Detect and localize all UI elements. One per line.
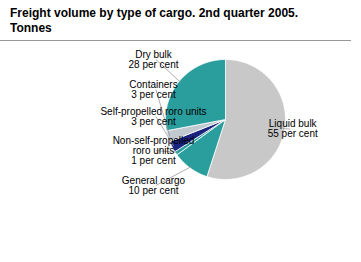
svg-text:Non-self-propelledroro units1: Non-self-propelledroro units1 per cent: [113, 135, 195, 166]
html-text:Freight volume by type of carg: Freight volume by type of cargo. 2nd qua…: [10, 6, 299, 20]
svg-text:General cargo10 per cent: General cargo10 per cent: [122, 175, 186, 196]
svg-text:Liquid bulk55 per cent: Liquid bulk55 per cent: [268, 118, 318, 139]
svg-text:Self-propelled roro units3 per: Self-propelled roro units3 per cent: [100, 106, 206, 127]
html-text:Tonnes: Tonnes: [10, 21, 52, 35]
svg-text:Dry bulk28 per cent: Dry bulk28 per cent: [128, 49, 178, 70]
svg-text:Containers3 per cent: Containers3 per cent: [129, 79, 177, 100]
